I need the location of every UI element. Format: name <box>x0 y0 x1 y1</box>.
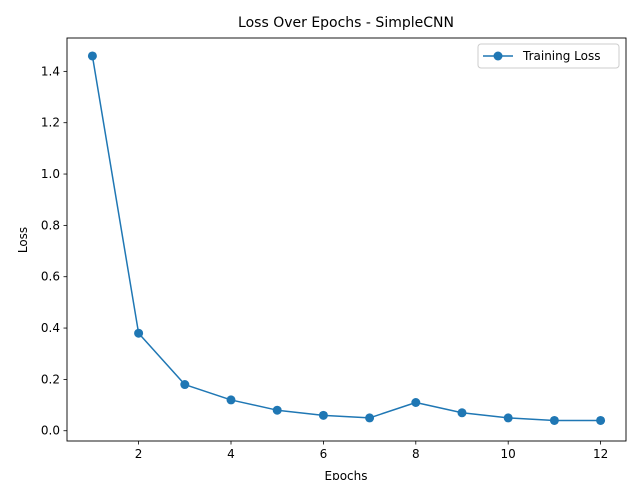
data-point <box>180 380 190 390</box>
y-tick-label: 0.0 <box>41 424 60 438</box>
y-axis-ticks: 0.0 0.2 0.4 0.6 0.8 1.0 1.2 1.4 <box>41 64 67 438</box>
data-point <box>87 51 97 61</box>
y-tick-label: 0.4 <box>41 321 60 335</box>
legend-label: Training Loss <box>522 49 600 63</box>
series-line-0 <box>91 55 601 422</box>
x-tick-label: 6 <box>320 447 328 461</box>
x-tick-label: 8 <box>412 447 420 461</box>
data-point <box>503 413 513 423</box>
data-point <box>226 395 236 405</box>
legend-point-marker <box>493 51 503 61</box>
y-tick-label: 1.4 <box>41 64 60 78</box>
x-tick-label: 12 <box>593 447 608 461</box>
chart-title: Loss Over Epochs - SimpleCNN <box>238 15 454 31</box>
y-tick-label: 0.6 <box>41 270 60 284</box>
data-point <box>365 413 375 423</box>
data-point <box>134 328 144 338</box>
legend-box <box>477 43 620 69</box>
y-tick-label: 0.2 <box>41 372 60 386</box>
y-tick-label: 1.2 <box>41 116 60 130</box>
x-axis-label: Epochs <box>325 469 368 480</box>
data-point <box>272 405 282 415</box>
data-point <box>457 408 467 418</box>
data-point <box>411 397 421 407</box>
legend: Training Loss <box>477 43 620 69</box>
x-tick-label: 4 <box>227 447 235 461</box>
data-point <box>549 415 559 425</box>
y-tick-label: 0.8 <box>41 218 60 232</box>
data-point <box>318 410 328 420</box>
x-tick-label: 2 <box>135 447 143 461</box>
y-axis-label: Loss <box>16 227 30 253</box>
x-tick-label: 10 <box>501 447 516 461</box>
series-layer <box>87 51 606 425</box>
data-point <box>596 415 606 425</box>
plot-frame <box>66 37 627 442</box>
y-tick-label: 1.0 <box>41 167 60 181</box>
x-axis-ticks: 2 4 6 8 10 12 <box>135 441 608 461</box>
